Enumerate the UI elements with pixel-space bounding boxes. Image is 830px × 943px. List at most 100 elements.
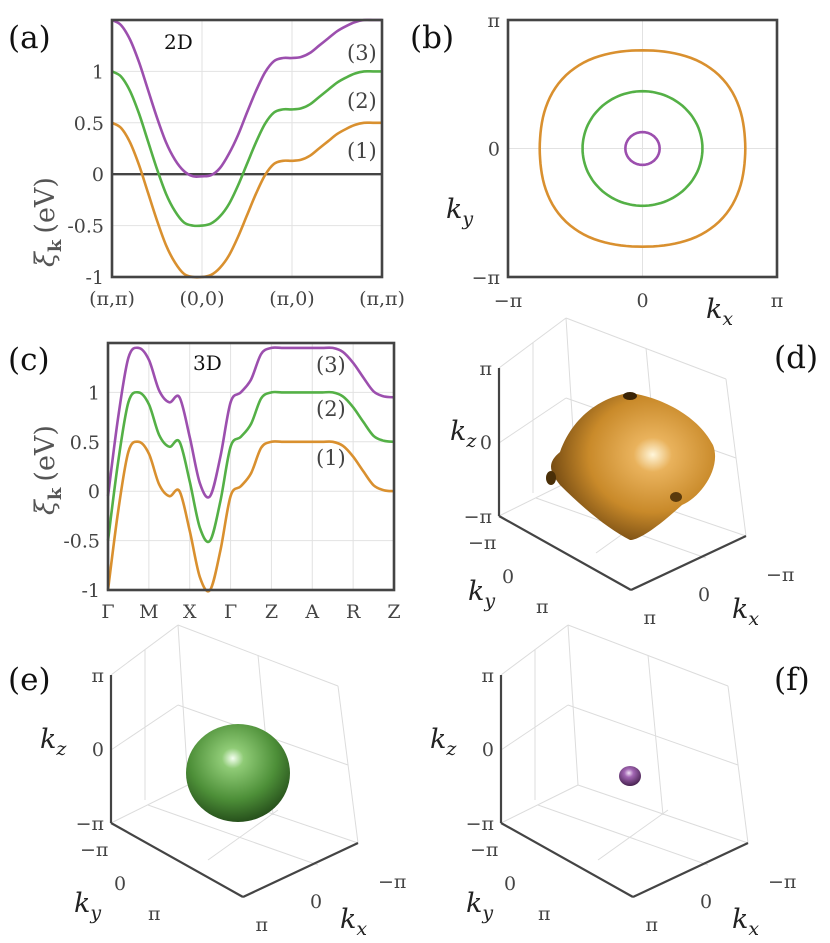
panel-b-xlabel-k: k xyxy=(706,294,722,325)
panel-a-grid xyxy=(111,20,383,278)
panel-f-zlabel-k: k xyxy=(430,724,446,755)
panel-c-ylabel-xi: ξ xyxy=(30,499,61,515)
panel-a-band3-label: (3) xyxy=(347,41,377,65)
panel-e-box: π0−π−π0π π0−π xyxy=(76,624,406,936)
panel-a-y-ticks: -1 -0.5 0 0.5 1 xyxy=(67,61,104,289)
surface-neck-front xyxy=(670,492,682,502)
panel-d-fermi-surface xyxy=(546,392,716,540)
axis-tick-label: π xyxy=(538,903,551,925)
y-tick-label: π xyxy=(488,10,501,32)
panel-f-xlabel: kx xyxy=(732,904,759,940)
series-line-3 xyxy=(111,18,382,178)
box-edge xyxy=(110,822,244,898)
panel-b-contours xyxy=(538,48,747,249)
orange-fermi-surface xyxy=(551,393,716,540)
svg-text:ξk(eV): ξk (eV) xyxy=(30,177,66,267)
y-tick-label: 0 xyxy=(88,481,100,503)
panel-b: −π 0 π−π0π (b) kx ky xyxy=(410,10,783,330)
y-tick-label: -0.5 xyxy=(67,216,104,238)
axis-tick-label: π xyxy=(92,665,105,687)
contour-1 xyxy=(538,48,747,249)
panel-d-xlabel-sub: x xyxy=(748,608,759,630)
axis-tick-label: −π xyxy=(466,813,494,835)
panel-a-ylabel-unit: (eV) xyxy=(30,177,61,234)
panel-d-zlabel: kz xyxy=(450,416,477,452)
x-tick-label: (π,0) xyxy=(269,288,314,310)
panel-c-band1-label: (1) xyxy=(316,446,346,470)
panel-b-xlabel: kx xyxy=(706,294,733,330)
series-line-3 xyxy=(106,346,395,499)
box-edge xyxy=(498,515,632,591)
axis-tick-label: −π xyxy=(766,564,794,586)
panel-e-ylabel-sub: y xyxy=(89,902,101,924)
x-tick-label: A xyxy=(304,601,319,623)
box-grid-line xyxy=(177,624,189,786)
x-tick-label: Γ xyxy=(224,601,237,623)
panel-b-grid xyxy=(507,19,778,278)
box-grid-line xyxy=(110,704,179,751)
y-tick-label: −π xyxy=(472,267,500,289)
box-edge xyxy=(632,842,749,898)
x-tick-label: R xyxy=(346,601,361,623)
axis-tick-label: 0 xyxy=(698,584,710,606)
box-grid-line xyxy=(647,654,664,816)
axis-tick-label: −π xyxy=(464,506,492,528)
panel-b-ticks: −π 0 π −π 0 π xyxy=(472,10,784,312)
x-tick-label: M xyxy=(139,601,158,623)
panel-b-ylabel-sub: y xyxy=(461,208,473,230)
y-tick-label: 1 xyxy=(88,382,100,404)
green-fermi-surface xyxy=(186,724,290,822)
series-line-2 xyxy=(106,390,395,544)
svg-text:ξk(eV): ξk (eV) xyxy=(30,425,66,515)
panel-c-ylabel-sub: k xyxy=(45,487,66,500)
axis-tick-label: −π xyxy=(80,839,108,861)
panel-a-ylabel-xi: ξ xyxy=(30,251,61,267)
axis-tick-label: −π xyxy=(768,871,796,893)
panel-e: π0−π−π0π π0−π (e) kz ky kx xyxy=(8,624,406,940)
x-tick-label: Γ xyxy=(101,601,114,623)
y-tick-label: -1 xyxy=(81,580,100,602)
x-tick-label: (0,0) xyxy=(179,288,224,310)
panel-f-ylabel-k: k xyxy=(466,888,482,919)
axis-tick-label: −π xyxy=(76,813,104,835)
panel-d-zlabel-sub: z xyxy=(465,430,477,452)
box-grid-line xyxy=(567,624,579,786)
box-edge xyxy=(630,535,747,591)
panel-d-ylabel-k: k xyxy=(468,576,484,607)
axis-tick-label: 0 xyxy=(700,891,712,913)
y-tick-label: 1 xyxy=(92,61,104,83)
panel-c-y-axis-label: ξk (eV) xyxy=(30,425,66,515)
y-tick-label: 0 xyxy=(488,139,500,161)
panel-a-band2-label: (2) xyxy=(347,89,377,113)
box-edge xyxy=(242,842,359,898)
panel-b-ylabel: ky xyxy=(446,194,473,230)
panel-f-xlabel-sub: x xyxy=(748,918,759,940)
axis-tick-label: π xyxy=(480,358,493,380)
panel-c-band3-label: (3) xyxy=(316,353,346,377)
axis-tick-label: π xyxy=(536,596,549,618)
x-tick-label: X xyxy=(183,601,197,623)
panel-a-band1-label: (1) xyxy=(347,139,377,163)
panel-e-zlabel-k: k xyxy=(40,724,56,755)
box-grid-line xyxy=(500,784,579,824)
series-line-1 xyxy=(106,440,395,593)
panel-a-ylabel-sub: k xyxy=(45,239,66,252)
panel-d-xlabel-k: k xyxy=(732,594,748,625)
x-tick-label: 0 xyxy=(636,290,648,312)
surface-neck-top xyxy=(623,392,637,400)
panel-e-zlabel-sub: z xyxy=(55,738,67,760)
box-grid-line xyxy=(537,804,709,866)
panel-f-zlabel: kz xyxy=(430,724,457,760)
panel-a-tag-2d: 2D xyxy=(164,30,193,54)
y-tick-label: 0.5 xyxy=(74,113,104,135)
panel-f-xlabel-k: k xyxy=(732,904,748,935)
panel-f-box: π0−π−π0π π0−π xyxy=(466,624,796,936)
x-tick-label: Z xyxy=(265,601,278,623)
panel-f-ylabel: ky xyxy=(466,888,493,924)
panel-e-ylabel-k: k xyxy=(74,888,90,919)
axis-tick-label: 0 xyxy=(480,432,492,454)
panel-c-frame xyxy=(106,341,396,592)
panel-b-ylabel-k: k xyxy=(446,194,462,225)
panel-a-y-axis-label: ξk (eV) xyxy=(30,177,66,267)
